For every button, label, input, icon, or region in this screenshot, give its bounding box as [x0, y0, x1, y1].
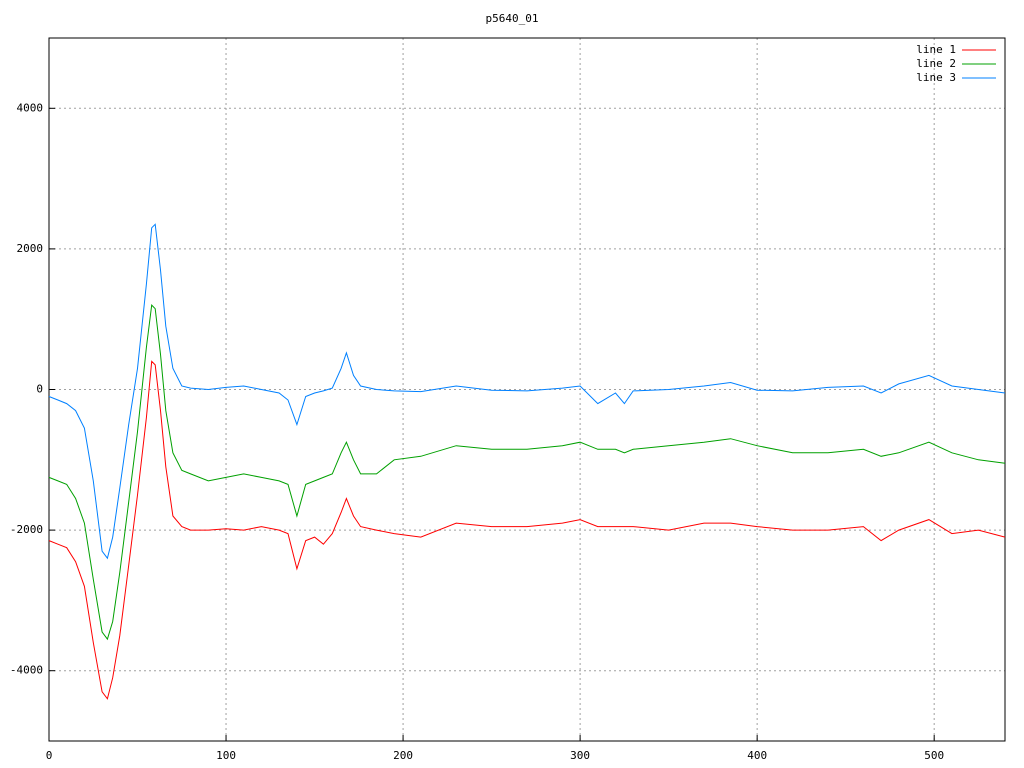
legend-label: line 1 — [916, 43, 956, 56]
data-line — [48, 360, 1006, 700]
x-tick-label: 100 — [216, 749, 236, 762]
data-line — [48, 304, 1006, 641]
legend-label: line 3 — [916, 71, 956, 84]
x-tick-label: 200 — [393, 749, 413, 762]
y-tick-label: 0 — [36, 383, 43, 396]
y-tick-label: 4000 — [17, 101, 44, 114]
y-tick-label: 2000 — [17, 242, 44, 255]
plot-border — [48, 37, 1006, 742]
x-tick-label: 500 — [924, 749, 944, 762]
data-line — [48, 223, 1006, 560]
x-tick-label: 0 — [46, 749, 53, 762]
x-tick-label: 300 — [570, 749, 590, 762]
x-tick-label: 400 — [747, 749, 767, 762]
y-tick-label: -4000 — [10, 664, 43, 677]
y-tick-label: -2000 — [10, 523, 43, 536]
chart-title: p5640_01 — [486, 12, 539, 25]
legend-label: line 2 — [916, 57, 956, 70]
